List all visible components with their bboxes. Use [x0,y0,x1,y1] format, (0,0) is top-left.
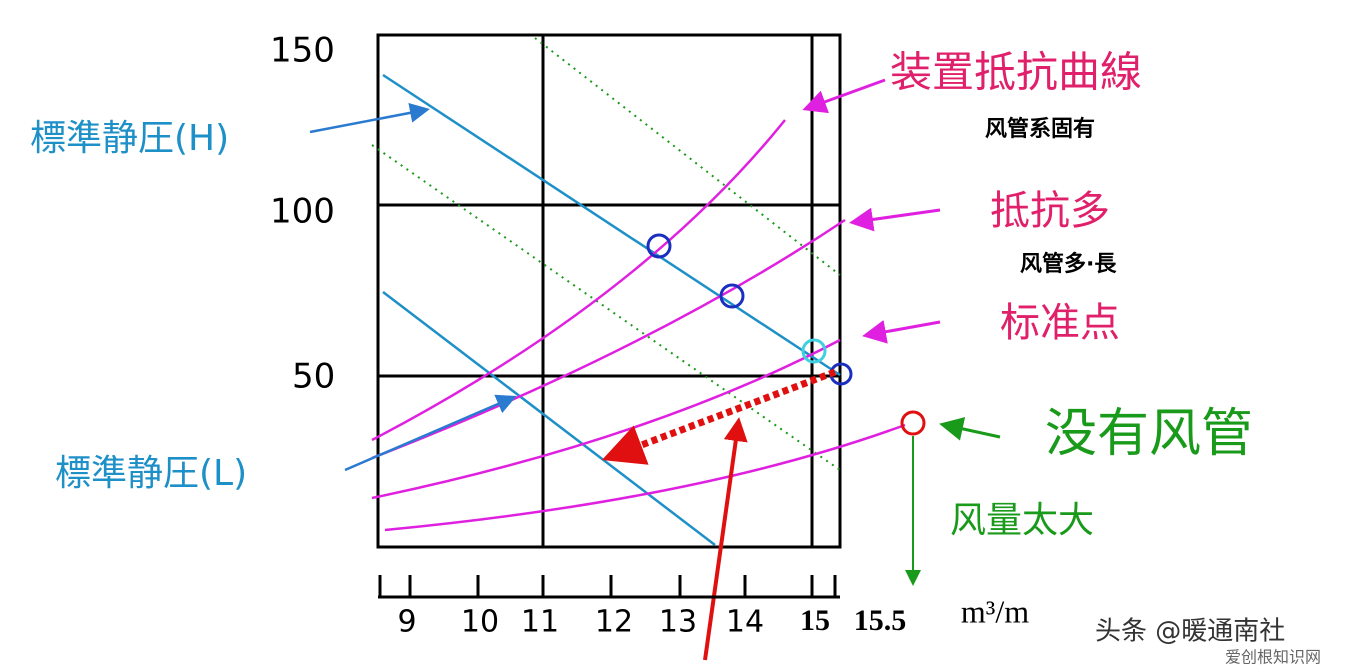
x-tick-label: 12 [595,605,633,640]
label: 标准点 [1000,300,1120,346]
x-tick-label: 14 [726,605,764,640]
watermark: 头条 @暖通南社 [1095,617,1285,647]
plot [309,33,1001,661]
note: 风管系固有 [985,116,1095,142]
watermark: 爱创根知识网 [1225,648,1321,667]
label: 没有风管 [1045,404,1253,464]
x-tick-label: 15.5 [854,604,907,637]
y-tick-label: 100 [270,192,335,232]
x-tick-label: 13 [659,605,697,640]
x-tick-label: 11 [521,605,559,640]
label: 標準静圧(L) [55,453,247,494]
x-axis-unit: m³/m [961,593,1029,629]
label: 装置抵抗曲線 [890,48,1142,97]
note: 风管多·長 [1020,251,1117,277]
x-tick-label: 9 [397,605,416,640]
y-tick-label: 150 [270,31,335,71]
label: 標準静圧(H) [30,118,229,159]
y-tick-label: 50 [292,357,335,397]
x-tick-label: 15 [800,604,830,637]
label: 风量太大 [950,500,1094,541]
label: 抵抗多 [990,188,1110,234]
x-tick-label: 10 [461,605,499,640]
